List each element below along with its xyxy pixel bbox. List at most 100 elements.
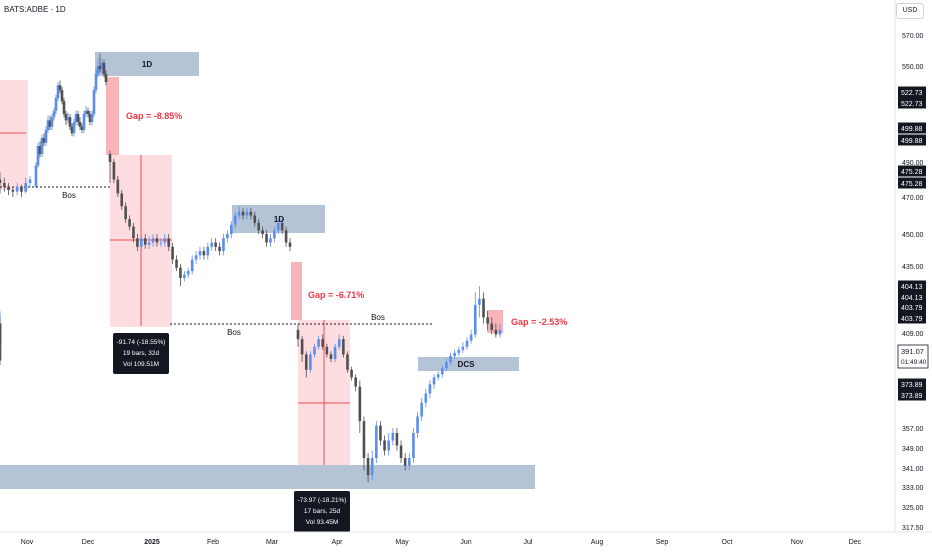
candle-body	[0, 334, 2, 347]
price-tag: 403.79	[898, 312, 926, 324]
candle-body	[379, 425, 382, 441]
candle-body	[0, 323, 2, 330]
candle	[155, 234, 159, 247]
measure-bars: 19 bars, 32d	[123, 350, 160, 357]
candle	[233, 211, 237, 229]
candle-body	[78, 122, 82, 127]
candle-body	[80, 126, 84, 130]
candle	[465, 337, 469, 350]
candle	[362, 416, 366, 471]
measure-bars: 17 bars, 25d	[304, 508, 341, 515]
candle-body	[265, 234, 268, 243]
candle	[147, 236, 151, 249]
candle-body	[383, 440, 386, 451]
candle-body	[120, 193, 124, 207]
candle	[7, 183, 10, 196]
candle	[84, 106, 88, 118]
candle	[403, 453, 407, 471]
candle	[186, 267, 190, 278]
candle-body	[74, 114, 78, 122]
candle	[78, 117, 82, 130]
price-tag-text: 404.13	[901, 295, 923, 302]
candle	[269, 234, 272, 247]
price-tag: 403.79	[898, 301, 926, 313]
price-tag-text: 373.89	[901, 382, 923, 389]
candle-body	[46, 120, 50, 130]
candle	[226, 230, 229, 243]
move-box-left	[0, 80, 28, 190]
candle-body	[358, 386, 362, 422]
price-tag-text: 404.13	[901, 284, 923, 291]
candle	[0, 323, 2, 340]
candle	[48, 115, 52, 130]
candle-body	[284, 230, 288, 243]
candle	[102, 59, 106, 78]
candle-body	[116, 179, 120, 194]
measure-info-bg	[113, 333, 169, 374]
candle	[50, 114, 54, 130]
candle	[2, 177, 6, 192]
candle	[478, 286, 481, 318]
candle	[469, 329, 473, 344]
price-tag-bg	[898, 97, 926, 109]
candles	[0, 53, 502, 483]
price-tag: 373.89	[898, 389, 926, 401]
candle-body	[440, 368, 444, 375]
zone-bottom	[0, 465, 535, 489]
candle-body	[387, 440, 390, 451]
price-tag-bg	[898, 312, 926, 324]
candle-body	[7, 186, 10, 190]
candle-body	[261, 230, 264, 234]
candle	[58, 80, 62, 94]
candle-body	[183, 274, 186, 278]
candle-body	[317, 339, 320, 347]
candle	[412, 428, 415, 463]
bos-label: Bos	[227, 328, 241, 337]
time-tick-label: Dec	[849, 539, 862, 546]
candle	[408, 453, 411, 471]
candle-body	[0, 329, 2, 335]
candle	[354, 374, 358, 392]
price-tag-bg	[898, 134, 926, 146]
price-tag-text: 499.88	[901, 138, 923, 145]
candle-body	[296, 329, 300, 340]
time-tick-label: Jul	[524, 539, 533, 546]
candle	[11, 186, 15, 197]
candle	[375, 421, 378, 463]
candle	[494, 323, 498, 338]
candle	[387, 433, 390, 456]
last-price-countdown: 01:49:40	[901, 359, 927, 366]
candle	[370, 450, 374, 480]
candle	[276, 219, 280, 234]
candle-body	[171, 246, 174, 260]
candle	[449, 352, 452, 366]
time-tick-label: Dec	[82, 539, 95, 546]
candle-body	[249, 211, 253, 216]
zone-label: 1D	[274, 215, 284, 224]
candle-body	[48, 120, 52, 127]
time-tick-label: Feb	[207, 539, 219, 546]
price-tick-label: 341.00	[902, 466, 924, 473]
candle-body	[96, 66, 100, 74]
candle	[116, 176, 120, 197]
candle-body	[155, 238, 159, 243]
price-tag-bg	[898, 280, 926, 292]
candle	[0, 349, 2, 366]
candle	[482, 292, 485, 324]
price-tag-text: 522.73	[901, 101, 923, 108]
currency-button[interactable]: USD	[896, 3, 924, 19]
candle-body	[461, 346, 465, 350]
candle	[124, 202, 127, 223]
candle-body	[68, 117, 72, 127]
candle	[112, 158, 116, 183]
price-tag: 475.28	[898, 177, 926, 189]
candle-body	[159, 242, 163, 244]
measure-volume: Vol 109.51M	[123, 361, 159, 368]
candle-body	[38, 146, 42, 154]
candle-body	[395, 433, 399, 446]
candle-body	[218, 246, 221, 252]
candle	[140, 234, 143, 252]
